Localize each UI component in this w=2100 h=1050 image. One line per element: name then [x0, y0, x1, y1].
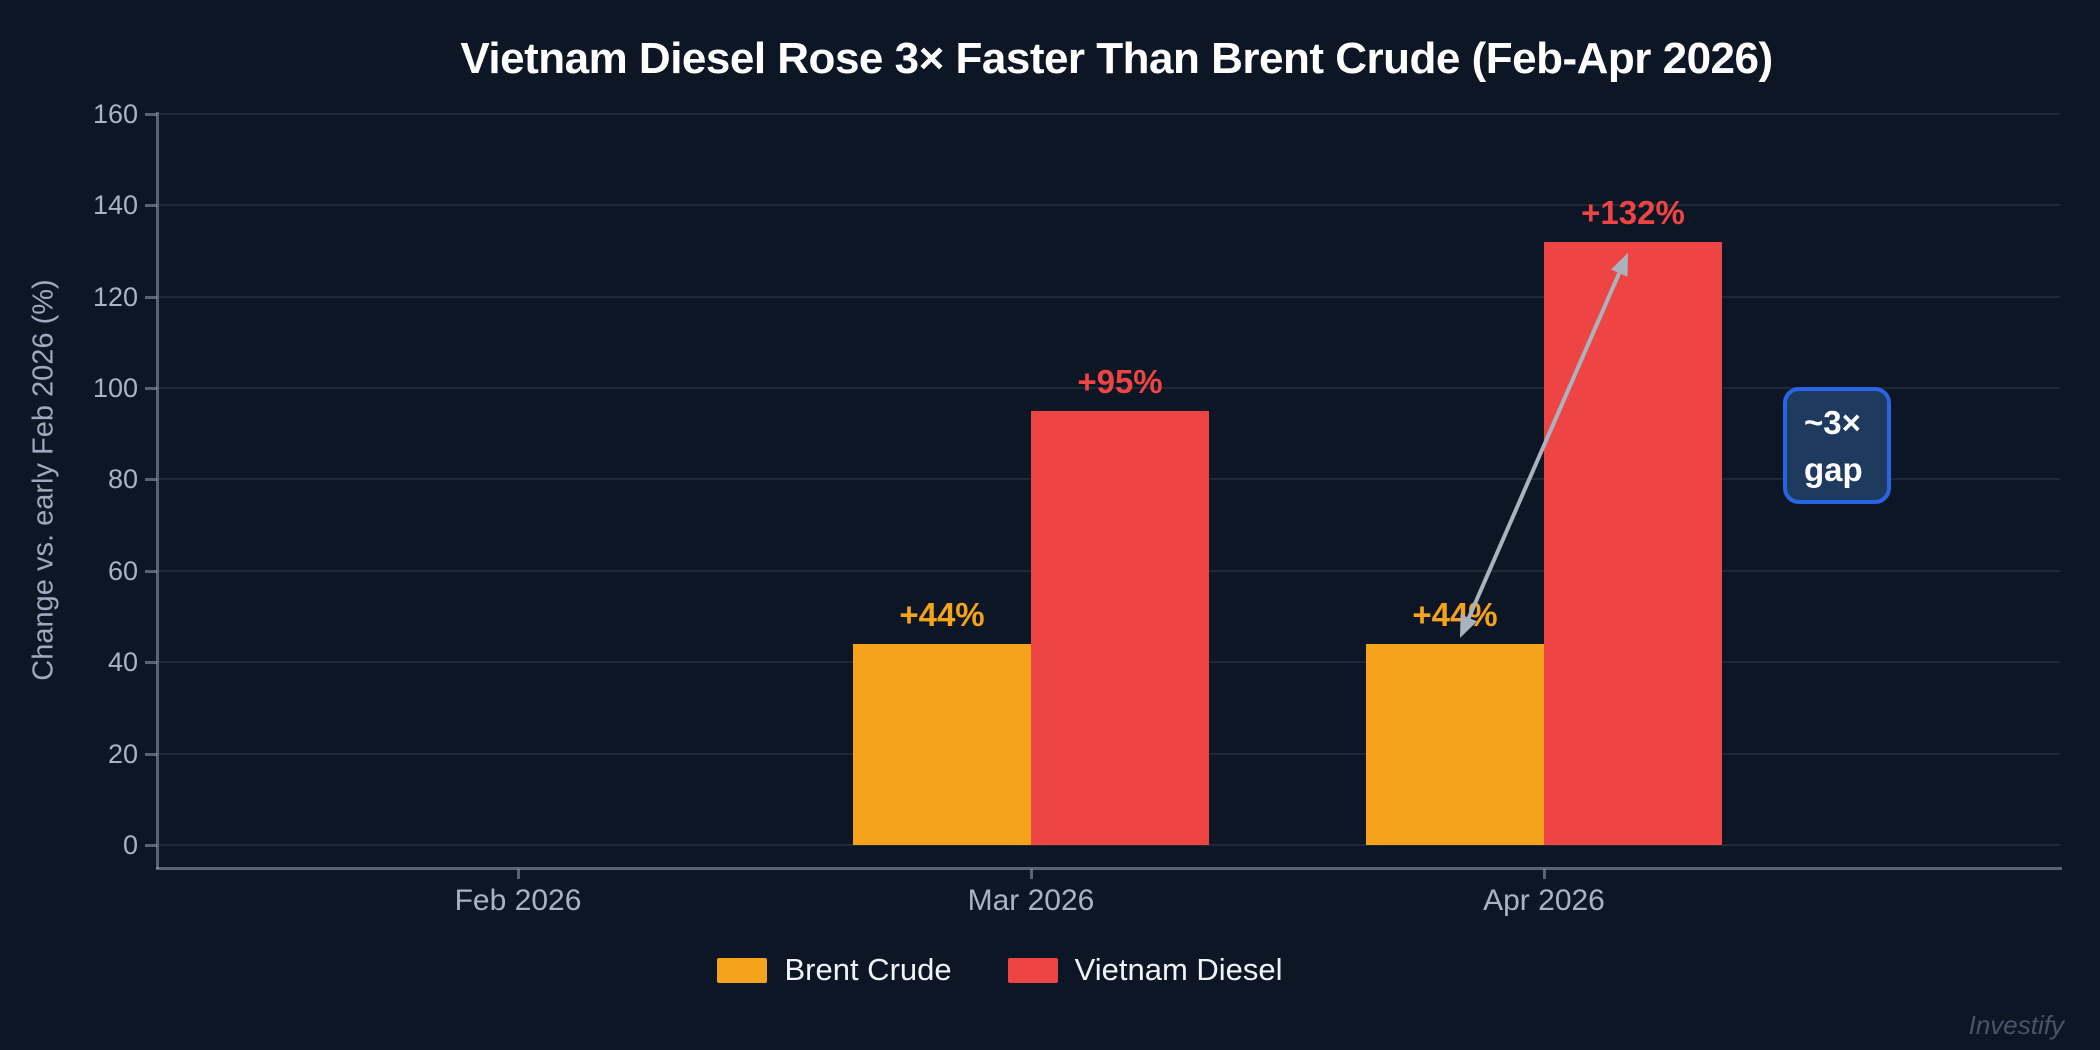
x-tick-apr-2026 [1543, 869, 1546, 879]
y-tick-label-160: 160 [92, 98, 138, 129]
gridline-y-0 [158, 844, 2060, 846]
bar-value-label-brent-crude-mar-2026: +44% [899, 595, 985, 633]
gridline-y-120 [158, 295, 2060, 298]
watermark: Investify [1968, 1010, 2064, 1040]
bar-vietnam-diesel-apr-2026 [1544, 241, 1722, 845]
legend-item-brent-crude: Brent Crude [717, 952, 952, 988]
x-tick-label-apr-2026: Apr 2026 [1483, 884, 1605, 917]
legend: Brent Crude Vietnam Diesel [0, 948, 2000, 992]
y-tick-0 [145, 844, 157, 847]
gap-annotation-line2: gap [1804, 451, 1863, 488]
legend-label-vietnam-diesel: Vietnam Diesel [1074, 952, 1283, 987]
y-tick-label-100: 100 [92, 373, 138, 404]
y-tick-80 [145, 478, 157, 482]
bar-brent-crude-apr-2026 [1366, 643, 1544, 845]
y-tick-label-20: 20 [107, 738, 138, 769]
x-tick-label-feb-2026: Feb 2026 [454, 884, 582, 917]
bar-brent-crude-mar-2026 [853, 643, 1031, 845]
y-tick-160 [145, 112, 157, 116]
legend-swatch-brent-crude [717, 957, 768, 983]
y-tick-100 [145, 387, 157, 391]
bar-value-label-vietnam-diesel-mar-2026: +95% [1077, 362, 1163, 400]
y-tick-label-0: 0 [122, 830, 138, 860]
gridline-y-160 [158, 112, 2060, 115]
x-tick-label-mar-2026: Mar 2026 [967, 884, 1095, 917]
y-tick-140 [145, 204, 157, 208]
gridline-y-140 [158, 204, 2060, 207]
x-tick-mar-2026 [1030, 869, 1033, 879]
legend-item-vietnam-diesel: Vietnam Diesel [1007, 952, 1283, 988]
x-axis-spine [156, 867, 2062, 870]
legend-label-brent-crude: Brent Crude [784, 952, 952, 987]
y-tick-60 [145, 569, 157, 573]
chart-title: Vietnam Diesel Rose 3× Faster Than Brent… [460, 34, 1773, 83]
bar-value-label-brent-crude-apr-2026: +44% [1412, 595, 1498, 633]
y-axis-spine [156, 112, 159, 869]
y-tick-120 [145, 295, 157, 299]
x-tick-feb-2026 [517, 869, 520, 879]
gap-annotation-box: ~3× gap [1783, 387, 1891, 504]
gap-annotation-line1: ~3× [1804, 404, 1861, 441]
bar-value-label-vietnam-diesel-apr-2026: +132% [1581, 193, 1685, 231]
y-tick-label-120: 120 [92, 281, 138, 312]
y-tick-20 [145, 752, 157, 756]
y-tick-label-40: 40 [107, 647, 138, 678]
y-tick-label-80: 80 [107, 464, 138, 495]
bar-vietnam-diesel-mar-2026 [1031, 410, 1209, 845]
gridline-y-100 [158, 387, 2060, 390]
legend-swatch-vietnam-diesel [1007, 957, 1058, 983]
y-tick-label-60: 60 [107, 555, 138, 586]
y-tick-label-140: 140 [92, 190, 138, 221]
y-tick-40 [145, 661, 157, 665]
